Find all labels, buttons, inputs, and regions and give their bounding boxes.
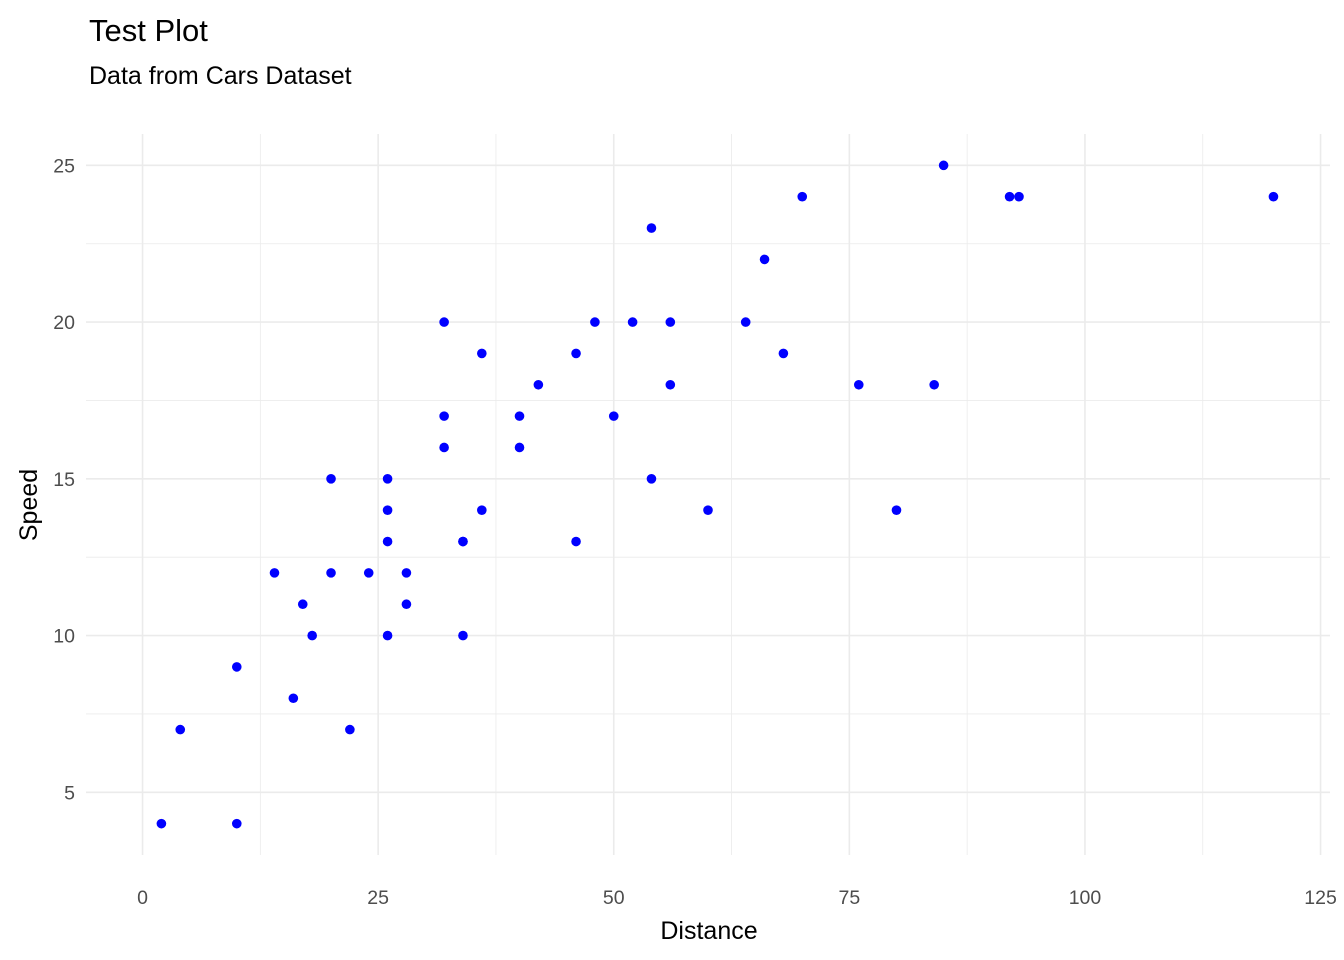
data-point [326, 474, 336, 484]
data-point [627, 317, 638, 327]
data-point [439, 411, 449, 421]
data-point [439, 442, 449, 453]
data-point [665, 379, 676, 390]
data-point [646, 223, 657, 233]
data-point [703, 505, 713, 515]
x-tick-label: 50 [603, 887, 625, 909]
tick-labels: 0 25 50 75 100 125 5 10 15 20 25 [53, 155, 1337, 909]
y-axis-title: Speed [15, 469, 43, 541]
data-point [458, 536, 468, 547]
data-points [156, 160, 1279, 829]
data-point [288, 693, 299, 704]
y-tick-label: 25 [53, 155, 75, 177]
data-point [477, 505, 487, 515]
data-point [1268, 191, 1279, 202]
data-point [759, 254, 770, 265]
data-point [231, 818, 242, 829]
data-point [382, 474, 393, 484]
data-point [297, 599, 308, 610]
data-point [382, 630, 393, 641]
data-point [514, 442, 525, 453]
data-point [363, 568, 374, 578]
data-point [477, 348, 487, 359]
data-point [853, 379, 864, 390]
data-point [401, 599, 412, 610]
data-point [797, 191, 808, 202]
data-point [608, 411, 619, 421]
data-point [1004, 191, 1015, 202]
data-point [1014, 191, 1024, 202]
data-point [382, 505, 393, 515]
data-point [458, 630, 468, 641]
chart-subtitle: Data from Cars Dataset [89, 62, 352, 90]
data-point [401, 568, 412, 578]
x-tick-label: 25 [367, 887, 389, 909]
y-tick-label: 10 [53, 626, 75, 648]
grid [86, 134, 1330, 855]
x-axis-title: Distance [660, 917, 757, 945]
data-point [231, 662, 242, 672]
chart-title: Test Plot [89, 13, 208, 48]
data-point [326, 568, 336, 578]
y-tick-label: 15 [53, 469, 75, 491]
data-point [307, 630, 317, 641]
data-point [665, 317, 676, 327]
data-point [929, 379, 939, 390]
data-point [590, 317, 600, 327]
y-tick-label: 5 [64, 782, 75, 804]
data-point [269, 568, 280, 578]
y-tick-label: 20 [53, 312, 75, 334]
x-tick-label: 0 [137, 887, 148, 909]
data-point [514, 411, 525, 421]
data-point [938, 160, 949, 171]
data-point [571, 536, 581, 547]
x-tick-label: 100 [1069, 887, 1102, 909]
x-tick-label: 125 [1304, 887, 1337, 909]
data-point [382, 536, 393, 547]
data-point [891, 505, 902, 515]
data-point [439, 317, 449, 327]
data-point [345, 724, 355, 735]
data-point [740, 317, 751, 327]
data-point [533, 379, 544, 390]
data-point [778, 348, 789, 359]
data-point [156, 818, 167, 829]
data-point [571, 348, 581, 359]
x-tick-label: 75 [839, 887, 861, 909]
data-point [646, 474, 657, 484]
data-point [175, 724, 186, 735]
